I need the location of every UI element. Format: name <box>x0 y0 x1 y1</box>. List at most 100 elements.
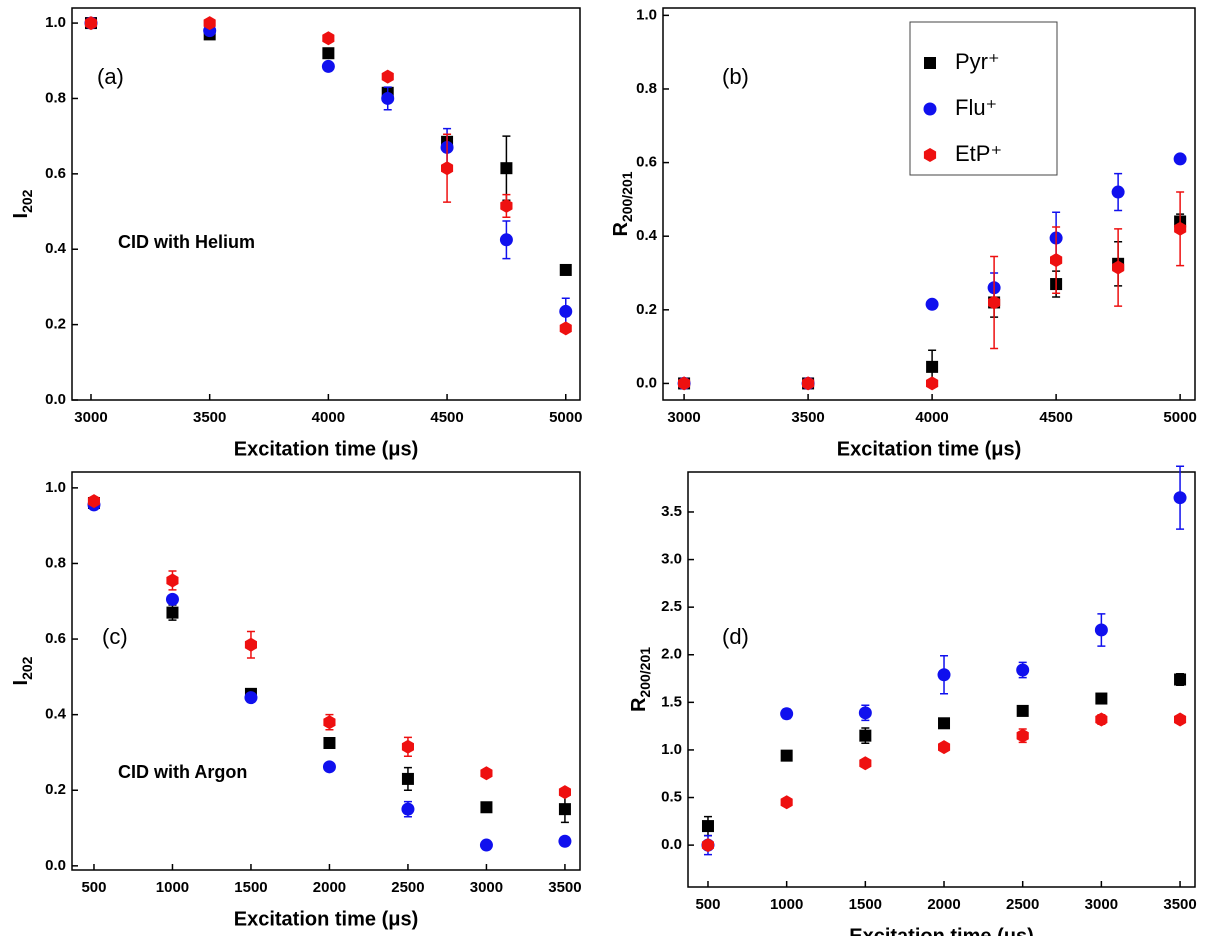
x-tick-label: 4500 <box>430 409 463 426</box>
marker-hexagon <box>1112 260 1125 275</box>
y-tick-label: 1.0 <box>45 14 66 31</box>
marker-square <box>401 772 414 785</box>
y-axis-label-sub: 202 <box>19 189 35 213</box>
marker-hexagon <box>500 198 513 213</box>
y-tick-label: 0.6 <box>45 630 66 647</box>
marker-circle <box>321 59 335 73</box>
marker-hexagon <box>1050 253 1063 268</box>
marker-hexagon <box>441 161 454 176</box>
y-axis-label-main: I <box>10 680 32 686</box>
marker-square <box>859 729 872 742</box>
y-tick-label: 0.0 <box>636 374 657 391</box>
plot-frame <box>71 7 581 401</box>
marker-circle <box>479 838 493 852</box>
x-tick-label: 2000 <box>313 879 346 896</box>
x-tick-label: 4000 <box>915 409 948 426</box>
x-tick-label: 1500 <box>849 896 882 913</box>
x-tick-label: 3000 <box>667 409 700 426</box>
annotation: CID with Helium <box>118 232 255 252</box>
marker-hexagon <box>1174 221 1187 236</box>
y-axis-label-main: I <box>10 213 32 219</box>
marker-square <box>322 47 335 60</box>
y-axis-label-main: R <box>628 697 650 712</box>
marker-hexagon <box>1174 712 1187 727</box>
panel-label: (a) <box>97 64 124 89</box>
plot-frame <box>71 471 581 871</box>
x-tick-label: 2000 <box>927 896 960 913</box>
y-tick-label: 2.0 <box>661 646 682 663</box>
x-tick-label: 3500 <box>548 879 581 896</box>
y-tick-label: 1.0 <box>45 479 66 496</box>
marker-hexagon <box>1016 728 1029 743</box>
y-tick-label: 0.0 <box>45 857 66 874</box>
marker-hexagon <box>203 16 216 31</box>
x-tick-label: 3000 <box>74 409 107 426</box>
marker-square <box>1016 704 1029 717</box>
x-tick-label: 4000 <box>312 409 345 426</box>
marker-circle <box>923 102 937 116</box>
y-tick-label: 3.5 <box>661 503 682 520</box>
marker-square <box>166 606 179 619</box>
x-tick-label: 3000 <box>470 879 503 896</box>
y-tick-label: 0.2 <box>45 316 66 333</box>
y-tick-label: 0.4 <box>45 706 67 723</box>
legend-label: Flu⁺ <box>955 95 997 120</box>
marker-circle <box>1016 663 1030 677</box>
marker-square <box>480 801 493 814</box>
y-tick-label: 1.0 <box>661 741 682 758</box>
marker-hexagon <box>1095 712 1108 727</box>
marker-hexagon <box>84 16 98 31</box>
y-tick-label: 0.4 <box>45 240 67 257</box>
plot-frame <box>687 471 1196 888</box>
x-tick-label: 2500 <box>1006 896 1039 913</box>
y-tick-label: 3.0 <box>661 551 682 568</box>
marker-hexagon <box>859 756 872 771</box>
marker-square <box>558 803 571 816</box>
marker-hexagon <box>480 766 493 781</box>
y-tick-label: 0.6 <box>636 154 657 171</box>
panel-label: (c) <box>102 624 128 649</box>
y-axis-label-main: R <box>610 222 632 237</box>
marker-circle <box>558 834 572 848</box>
marker-circle <box>1173 491 1187 505</box>
marker-hexagon <box>780 795 793 810</box>
marker-square <box>938 717 951 730</box>
y-tick-label: 0.6 <box>45 165 66 182</box>
y-axis-label: I202 <box>10 656 34 685</box>
panel-label: (b) <box>722 64 749 89</box>
x-axis-label: Excitation time (μs) <box>837 438 1022 460</box>
marker-hexagon <box>678 376 691 391</box>
marker-square <box>701 820 714 833</box>
marker-circle <box>937 668 951 682</box>
marker-circle <box>401 802 415 816</box>
y-axis-label: I202 <box>10 189 34 218</box>
y-axis-label-sub: 200/201 <box>619 171 635 222</box>
x-tick-label: 3500 <box>193 409 226 426</box>
x-tick-label: 4500 <box>1039 409 1072 426</box>
y-tick-label: 1.0 <box>636 6 657 23</box>
legend-box <box>909 21 1058 176</box>
x-tick-label: 3500 <box>791 409 824 426</box>
y-tick-label: 0.8 <box>636 80 657 97</box>
marker-square <box>1174 673 1187 686</box>
marker-square <box>1095 692 1108 705</box>
marker-square <box>559 263 572 276</box>
x-tick-label: 1500 <box>234 879 267 896</box>
marker-hexagon <box>988 295 1001 310</box>
x-axis-label: Excitation time (μs) <box>849 925 1034 936</box>
marker-circle <box>165 592 179 606</box>
panel-label: (d) <box>722 624 749 649</box>
marker-square <box>780 749 793 762</box>
marker-circle <box>780 707 794 721</box>
y-axis-label: R200/201 <box>610 171 634 236</box>
marker-hexagon <box>87 494 100 509</box>
plot-frame <box>662 7 1196 401</box>
marker-hexagon <box>923 148 937 162</box>
y-tick-label: 0.2 <box>636 301 657 318</box>
marker-hexagon <box>166 573 179 588</box>
marker-circle <box>1094 623 1108 637</box>
y-tick-label: 2.5 <box>661 598 682 615</box>
y-tick-label: 0.4 <box>636 227 658 244</box>
marker-hexagon <box>938 740 951 755</box>
y-tick-label: 0.0 <box>661 836 682 853</box>
